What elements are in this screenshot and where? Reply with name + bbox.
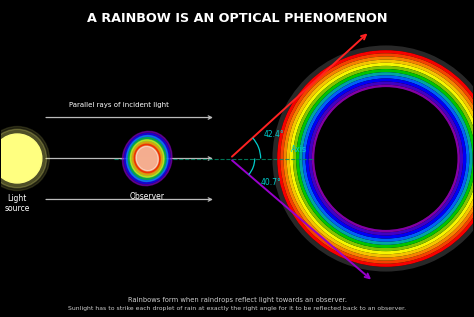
Wedge shape (277, 50, 474, 267)
Wedge shape (299, 72, 473, 245)
Text: Rainbows form when raindrops reflect light towards an observer.: Rainbows form when raindrops reflect lig… (128, 296, 346, 302)
Ellipse shape (132, 142, 162, 175)
Wedge shape (293, 66, 474, 251)
Text: Axis: Axis (292, 145, 307, 154)
Circle shape (0, 129, 46, 188)
Wedge shape (309, 81, 463, 236)
Ellipse shape (122, 131, 172, 186)
Wedge shape (287, 60, 474, 257)
Text: Sunlight has to strike each droplet of rain at exactly the right angle for it to: Sunlight has to strike each droplet of r… (68, 306, 406, 311)
Ellipse shape (130, 140, 164, 177)
Circle shape (0, 134, 42, 183)
Ellipse shape (136, 146, 158, 171)
Wedge shape (290, 63, 474, 254)
Wedge shape (312, 85, 460, 232)
Text: A RAINBOW IS AN OPTICAL PHENOMENON: A RAINBOW IS AN OPTICAL PHENOMENON (87, 12, 387, 25)
Text: 40.7°: 40.7° (261, 178, 282, 187)
Wedge shape (273, 45, 474, 272)
Ellipse shape (125, 133, 170, 184)
Ellipse shape (128, 138, 166, 179)
Circle shape (0, 126, 49, 191)
Text: Anti-solar
point: Anti-solar point (408, 150, 442, 163)
Wedge shape (296, 69, 474, 248)
Ellipse shape (127, 135, 168, 182)
Wedge shape (283, 56, 474, 261)
Text: Light
source: Light source (5, 194, 30, 213)
Wedge shape (306, 78, 466, 239)
Circle shape (315, 88, 457, 229)
Wedge shape (280, 53, 474, 264)
Text: Observer: Observer (130, 192, 164, 201)
Ellipse shape (134, 144, 160, 173)
Text: 42.4°: 42.4° (264, 130, 285, 139)
Text: Parallel rays of incident light: Parallel rays of incident light (69, 102, 169, 108)
Wedge shape (302, 75, 469, 242)
